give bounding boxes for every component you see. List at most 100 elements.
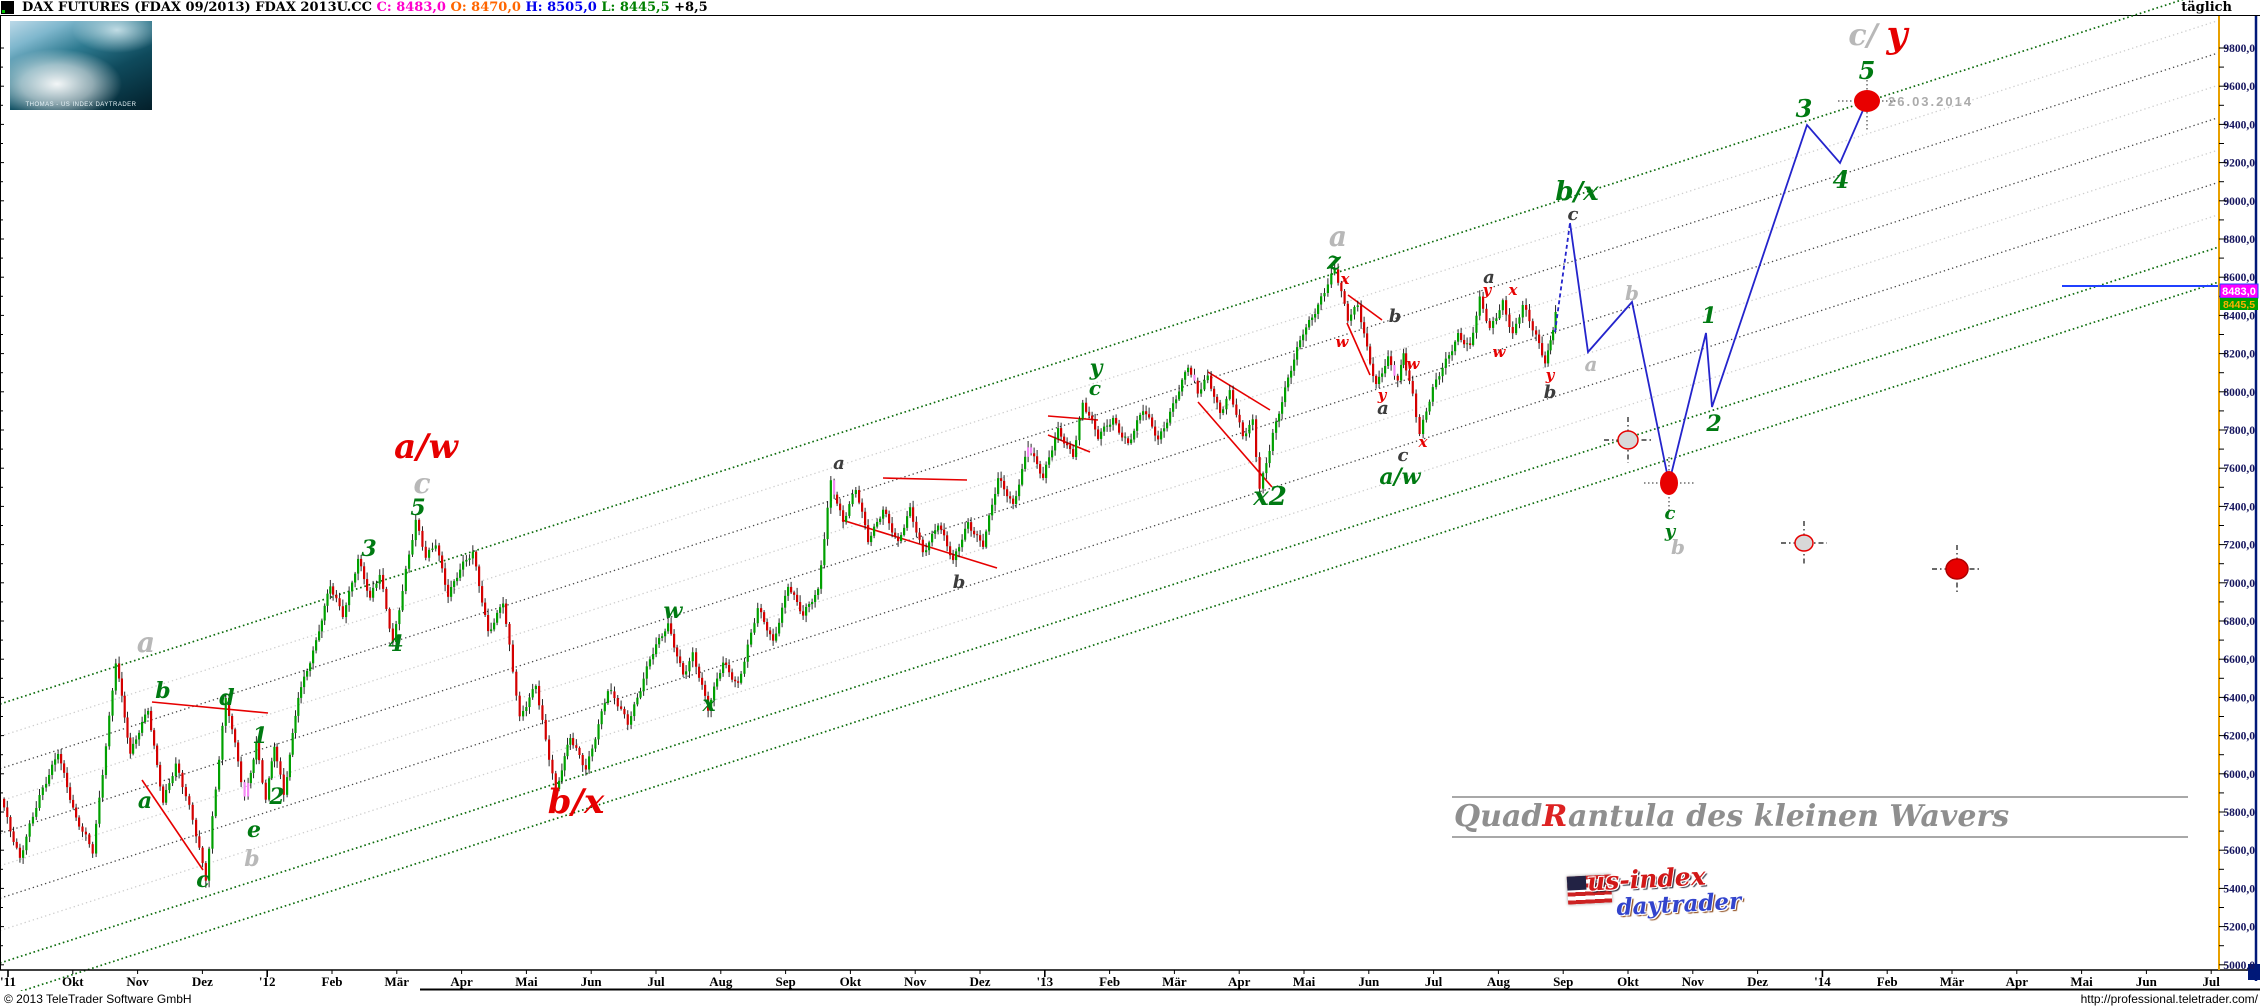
candle bbox=[444, 568, 447, 585]
candle bbox=[398, 610, 401, 625]
candle bbox=[456, 577, 459, 582]
candle bbox=[581, 754, 584, 766]
us-index-daytrader-logo: us-index daytrader bbox=[1560, 857, 1754, 939]
candle bbox=[1438, 376, 1441, 380]
crosshair-target[interactable] bbox=[1617, 430, 1639, 450]
candle bbox=[854, 490, 857, 495]
candle bbox=[1343, 291, 1346, 304]
wave-label: 2 bbox=[1705, 411, 1721, 437]
candle bbox=[991, 504, 994, 516]
time-axis-label: '14 bbox=[1814, 974, 1831, 989]
candle bbox=[25, 836, 28, 851]
candle bbox=[1169, 411, 1172, 423]
price-axis-label: 8800,0 bbox=[2223, 234, 2255, 246]
candle bbox=[928, 542, 931, 551]
wave-label: 1 bbox=[1701, 303, 1716, 329]
candle bbox=[1448, 355, 1451, 359]
time-axis-label: Mär bbox=[1940, 974, 1965, 989]
candle bbox=[1308, 319, 1311, 328]
candle bbox=[255, 741, 258, 760]
candle bbox=[750, 632, 753, 645]
watermark-rule-top bbox=[1452, 796, 2188, 798]
candle bbox=[22, 850, 25, 858]
candle bbox=[1251, 419, 1254, 425]
candle bbox=[613, 691, 616, 699]
candle bbox=[698, 666, 701, 678]
candle bbox=[636, 697, 639, 705]
candle bbox=[1463, 339, 1466, 345]
candle bbox=[132, 743, 135, 754]
candle bbox=[247, 783, 250, 797]
candle bbox=[1425, 411, 1428, 420]
candle bbox=[931, 533, 934, 543]
candle bbox=[1415, 393, 1418, 418]
candle bbox=[218, 759, 221, 790]
time-axis-label: Jul bbox=[2203, 974, 2221, 989]
candle bbox=[664, 631, 667, 637]
candle bbox=[118, 663, 121, 679]
crosshair-target[interactable] bbox=[1945, 558, 1969, 580]
wave-label: b bbox=[244, 846, 259, 872]
candle bbox=[921, 539, 924, 553]
candle bbox=[1515, 323, 1518, 334]
crosshair-target[interactable] bbox=[1794, 534, 1814, 552]
candle bbox=[366, 579, 369, 591]
candle bbox=[1311, 317, 1314, 320]
candle bbox=[1142, 411, 1145, 415]
high-value: 8505,0 bbox=[547, 0, 597, 15]
footer-bar: © 2013 TeleTrader Software GmbH http://p… bbox=[0, 991, 2260, 1006]
candle bbox=[826, 507, 829, 540]
candle bbox=[138, 732, 141, 740]
candle bbox=[994, 493, 997, 505]
candle bbox=[338, 598, 341, 607]
candle bbox=[63, 763, 66, 773]
time-axis-label: Mai bbox=[515, 974, 538, 989]
footer-url[interactable]: http://professional.teletrader.com/ bbox=[2080, 992, 2258, 1006]
candle bbox=[915, 521, 918, 533]
candle bbox=[1422, 419, 1425, 435]
candle bbox=[551, 759, 554, 774]
time-axis-label: Jun bbox=[2136, 974, 2158, 989]
time-axis-label: Feb bbox=[322, 974, 343, 989]
candle bbox=[949, 546, 952, 556]
price-axis-label: 5600,0 bbox=[2223, 845, 2255, 857]
wave-target-ellipse[interactable] bbox=[1854, 90, 1880, 112]
candle bbox=[814, 594, 817, 602]
candle bbox=[98, 797, 101, 824]
time-axis-label: Okt bbox=[1617, 974, 1639, 989]
wave-label: 5 bbox=[1859, 56, 1876, 85]
candle bbox=[667, 623, 670, 632]
candle bbox=[315, 640, 318, 651]
candle bbox=[1118, 423, 1121, 433]
candle bbox=[1284, 387, 1287, 403]
candle bbox=[391, 628, 394, 642]
candle bbox=[591, 748, 594, 757]
wave-target-ellipse[interactable] bbox=[1660, 471, 1678, 495]
candle bbox=[35, 807, 38, 817]
time-axis-label: '13 bbox=[1036, 974, 1053, 989]
candle bbox=[28, 823, 31, 837]
candle bbox=[626, 714, 629, 725]
candle bbox=[973, 530, 976, 535]
candle bbox=[1505, 300, 1508, 315]
candle bbox=[970, 522, 973, 531]
wave-label: c bbox=[196, 867, 210, 893]
candle bbox=[961, 539, 964, 548]
wave-label: 3 bbox=[361, 536, 376, 562]
candle bbox=[648, 659, 652, 667]
candle bbox=[740, 673, 743, 683]
candle bbox=[171, 776, 174, 784]
candle bbox=[84, 831, 87, 835]
candle bbox=[1346, 303, 1349, 321]
candle bbox=[348, 591, 351, 606]
candle bbox=[1109, 424, 1112, 427]
candle bbox=[518, 695, 521, 717]
wave-label: b/x bbox=[548, 782, 605, 822]
candle bbox=[1320, 296, 1323, 305]
candle bbox=[1091, 415, 1094, 420]
price-axis-label: 6200,0 bbox=[2223, 731, 2255, 743]
candle bbox=[1402, 353, 1405, 365]
app-icon[interactable] bbox=[1, 1, 14, 14]
